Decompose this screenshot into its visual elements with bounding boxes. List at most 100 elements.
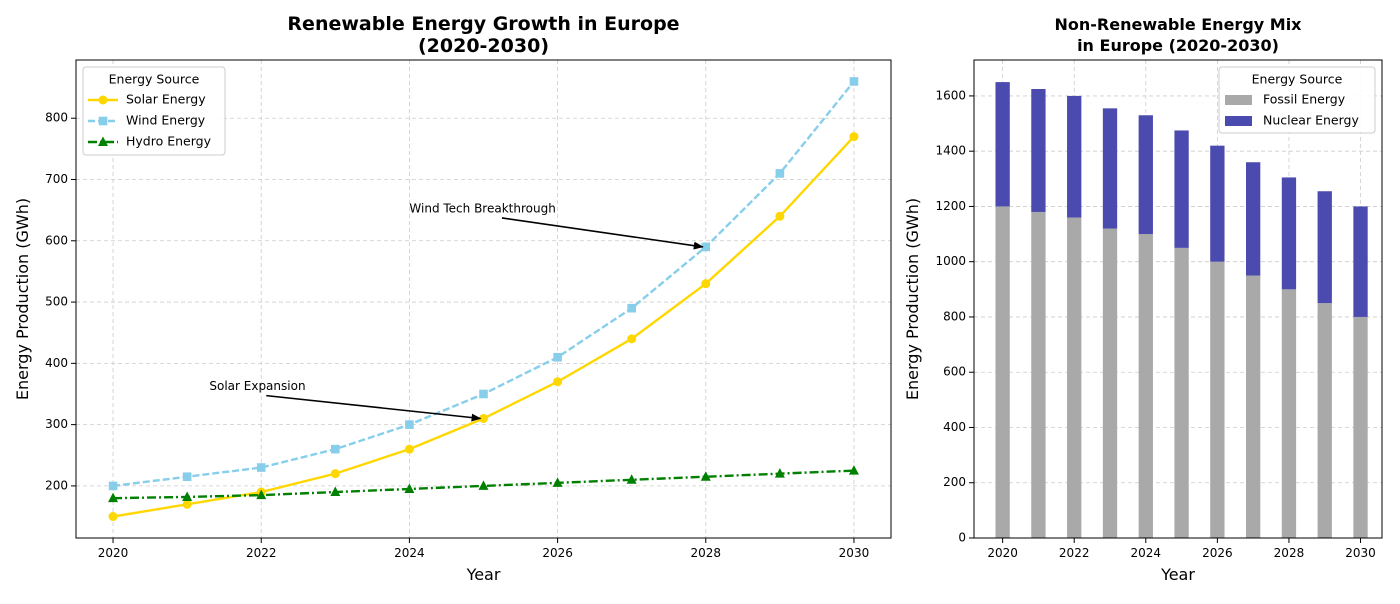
y-axis-label: Energy Production (GWh) — [903, 198, 922, 400]
x-tick-label: 2026 — [1202, 546, 1233, 560]
x-tick-label: 2030 — [1345, 546, 1376, 560]
bar-fossil-energy — [1174, 247, 1189, 538]
legend-box — [82, 66, 226, 156]
legend-box — [1218, 66, 1376, 134]
data-point — [479, 389, 488, 399]
data-point — [775, 211, 785, 221]
bar-nuclear-energy — [1031, 89, 1046, 212]
data-point — [553, 377, 563, 387]
data-point — [478, 480, 489, 490]
data-point — [849, 132, 859, 142]
legend-swatch — [1225, 116, 1252, 126]
y-tick-label: 400 — [45, 356, 68, 370]
non-renewable-bar-chart: 2020 2022 2024 2026 2028 2030 0 200 400 600 800 100… — [903, 15, 1383, 584]
data-point — [552, 477, 563, 487]
data-point — [700, 471, 711, 481]
data-point — [108, 512, 118, 522]
bar-fossil-energy — [995, 206, 1010, 538]
y-tick-label: 600 — [45, 233, 68, 247]
bars — [995, 82, 1368, 539]
x-tick-label: 2028 — [1274, 546, 1305, 560]
y-tick-label: 1200 — [935, 199, 966, 213]
data-point — [627, 303, 636, 313]
bar-nuclear-energy — [1246, 162, 1261, 276]
bar-nuclear-energy — [1067, 95, 1082, 218]
legend-title: Energy Source — [1252, 72, 1343, 87]
data-point — [108, 492, 119, 503]
bar-nuclear-energy — [1174, 130, 1189, 248]
data-point — [404, 483, 415, 493]
x-tick-label: 2026 — [542, 546, 573, 560]
bar-nuclear-energy — [1138, 115, 1153, 235]
bar-nuclear-energy — [1353, 206, 1368, 317]
legend-marker — [98, 116, 108, 126]
data-point — [848, 465, 859, 475]
data-point — [256, 463, 266, 472]
data-point — [404, 444, 414, 454]
data-point — [182, 499, 192, 509]
data-point — [331, 444, 340, 454]
y-tick-label: 0 — [958, 531, 966, 545]
data-point — [849, 77, 859, 86]
bar-nuclear-energy — [1102, 108, 1118, 229]
bar-nuclear-energy — [1210, 145, 1225, 262]
bar-fossil-energy — [1281, 289, 1297, 538]
data-point — [626, 474, 637, 484]
data-point — [182, 472, 192, 482]
legend-label: Nuclear Energy — [1263, 113, 1359, 128]
y-tick-label: 800 — [943, 309, 966, 323]
annotation-arrow — [266, 394, 482, 422]
y-axis-label: Energy Production (GWh) — [13, 198, 32, 400]
x-tick-label: 2028 — [690, 546, 721, 560]
series-line — [112, 135, 855, 518]
data-point — [701, 279, 711, 289]
x-axis-label: Year — [466, 565, 501, 584]
bar-fossil-energy — [1317, 303, 1332, 538]
y-tick-label: 1400 — [935, 144, 966, 158]
bar-nuclear-energy — [1317, 191, 1332, 304]
x-tick-label: 2030 — [839, 546, 870, 560]
y-tick-label: 800 — [45, 111, 68, 125]
plot-frame — [973, 59, 1383, 539]
x-tick-label: 2024 — [1131, 546, 1162, 560]
x-tick-label: 2024 — [394, 546, 425, 560]
bar-fossil-energy — [1067, 217, 1082, 538]
legend-label: Wind Energy — [126, 113, 206, 128]
data-point — [405, 420, 414, 429]
series-hydro-energy — [108, 465, 859, 503]
data-point — [330, 486, 341, 497]
chart-title: Renewable Energy Growth in Europe — [287, 13, 679, 35]
data-point — [774, 468, 785, 478]
y-tick-label: 600 — [943, 365, 966, 379]
series-wind-energy — [108, 77, 859, 491]
series-solar-energy — [108, 132, 859, 522]
legend: Energy Source Fossil Energy Nuclear Energy — [1218, 66, 1376, 134]
bar-nuclear-energy — [1281, 177, 1297, 290]
data-point — [256, 489, 267, 500]
bar-fossil-energy — [1102, 228, 1118, 539]
x-tick-label: 2020 — [98, 546, 129, 560]
legend-marker — [98, 136, 108, 146]
x-tick-label: 2022 — [1059, 546, 1090, 560]
bar-fossil-energy — [1246, 275, 1261, 538]
annotation-text: Wind Tech Breakthrough — [409, 201, 555, 215]
legend-swatch — [1225, 95, 1252, 105]
bar-nuclear-energy — [995, 82, 1010, 207]
data-point — [627, 334, 637, 344]
x-tick-label: 2020 — [987, 546, 1018, 560]
chart-title: Non-Renewable Energy Mix — [1054, 15, 1302, 34]
y-tick-label: 300 — [45, 417, 68, 431]
y-tick-label: 1000 — [935, 254, 966, 268]
legend-label: Hydro Energy — [126, 134, 212, 149]
plot-frame — [75, 59, 892, 539]
y-tick-label: 500 — [45, 295, 68, 309]
data-point — [701, 242, 711, 252]
data-point — [775, 169, 785, 178]
annotation-arrow — [501, 217, 704, 250]
legend-title: Energy Source — [109, 72, 200, 87]
bar-fossil-energy — [1210, 261, 1225, 538]
legend-label: Fossil Energy — [1263, 92, 1346, 107]
bar-fossil-energy — [1353, 316, 1368, 538]
